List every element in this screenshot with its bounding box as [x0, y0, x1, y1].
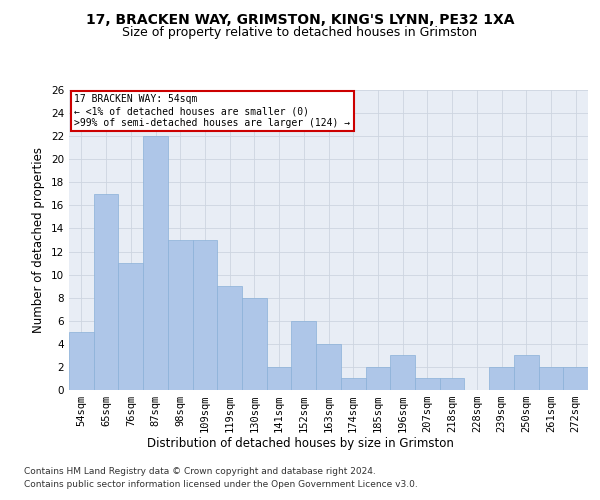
Text: Distribution of detached houses by size in Grimston: Distribution of detached houses by size … — [146, 438, 454, 450]
Bar — [118, 263, 143, 390]
Bar — [292, 321, 316, 390]
Bar — [563, 367, 588, 390]
Bar — [365, 367, 390, 390]
Bar — [94, 194, 118, 390]
Text: 17, BRACKEN WAY, GRIMSTON, KING'S LYNN, PE32 1XA: 17, BRACKEN WAY, GRIMSTON, KING'S LYNN, … — [86, 12, 514, 26]
Bar — [242, 298, 267, 390]
Bar — [390, 356, 415, 390]
Bar — [440, 378, 464, 390]
Bar — [341, 378, 365, 390]
Bar — [193, 240, 217, 390]
Text: Size of property relative to detached houses in Grimston: Size of property relative to detached ho… — [122, 26, 478, 39]
Bar — [539, 367, 563, 390]
Bar — [267, 367, 292, 390]
Bar — [168, 240, 193, 390]
Text: Contains public sector information licensed under the Open Government Licence v3: Contains public sector information licen… — [24, 480, 418, 489]
Bar — [514, 356, 539, 390]
Y-axis label: Number of detached properties: Number of detached properties — [32, 147, 46, 333]
Text: 17 BRACKEN WAY: 54sqm
← <1% of detached houses are smaller (0)
>99% of semi-deta: 17 BRACKEN WAY: 54sqm ← <1% of detached … — [74, 94, 350, 128]
Bar — [217, 286, 242, 390]
Bar — [316, 344, 341, 390]
Bar — [69, 332, 94, 390]
Bar — [143, 136, 168, 390]
Bar — [415, 378, 440, 390]
Text: Contains HM Land Registry data © Crown copyright and database right 2024.: Contains HM Land Registry data © Crown c… — [24, 468, 376, 476]
Bar — [489, 367, 514, 390]
